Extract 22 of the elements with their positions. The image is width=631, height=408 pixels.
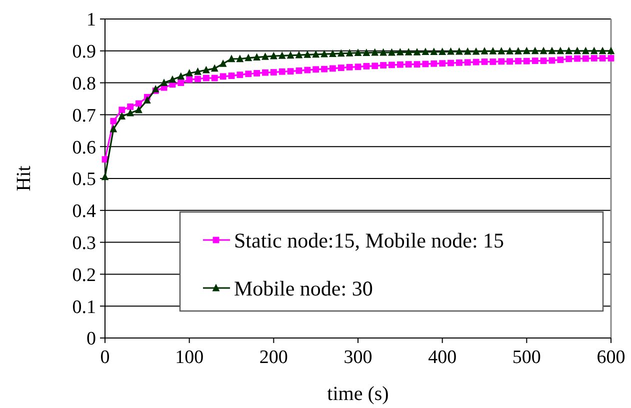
y-tick-label: 0.9 — [72, 42, 96, 63]
x-tick-label: 200 — [259, 347, 288, 368]
y-tick-label: 0.5 — [72, 169, 96, 190]
y-tick-label: 1 — [86, 10, 96, 31]
y-axis-title: Hit — [13, 165, 35, 192]
legend-label: Mobile node: 30 — [234, 276, 373, 300]
y-tick-label: 0 — [86, 328, 96, 350]
x-tick-label: 400 — [428, 347, 457, 368]
y-tick-label: 0.8 — [72, 73, 96, 94]
x-tick-label: 100 — [175, 347, 204, 368]
x-tick-label: 0 — [100, 347, 110, 368]
x-tick-label: 600 — [596, 347, 626, 368]
y-tick-label: 0.4 — [72, 201, 96, 222]
y-tick-label: 0.2 — [72, 264, 96, 286]
y-tick-label: 0.6 — [72, 137, 96, 158]
y-tick-label: 0.7 — [72, 105, 96, 126]
y-tick-label: 0.1 — [72, 296, 96, 318]
x-tick-label: 300 — [344, 347, 372, 368]
x-tick-label: 500 — [512, 347, 541, 368]
legend-label: Static node:15, Mobile node: 15 — [234, 228, 504, 252]
y-tick-label: 0.3 — [72, 232, 96, 254]
x-axis-title: time (s) — [327, 383, 389, 405]
